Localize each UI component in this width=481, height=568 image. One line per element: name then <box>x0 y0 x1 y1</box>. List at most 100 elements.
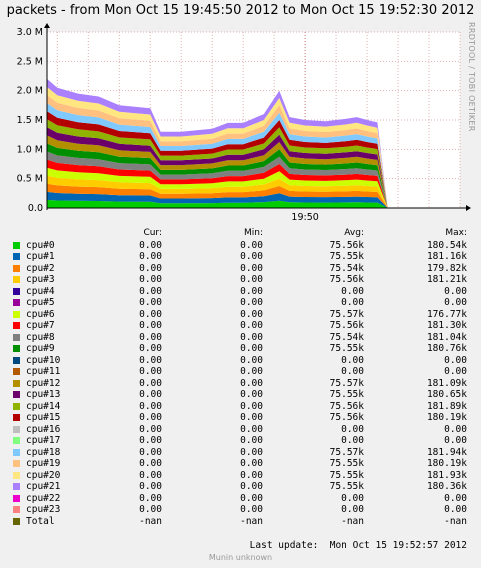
legend-name: cpu#8 <box>26 331 55 343</box>
legend-min: 0.00 <box>240 458 263 469</box>
legend-cur: 0.00 <box>139 423 162 435</box>
legend-min: 0.00 <box>240 423 263 435</box>
legend-max: 0.00 <box>444 354 467 366</box>
legend-min: 0.00 <box>240 285 263 297</box>
legend-min: 0.00 <box>240 297 263 308</box>
legend-row: cpu#13 0.00 0.00 75.55k 180.65k <box>0 389 481 401</box>
legend-row: Total -nan -nan -nan -nan <box>0 516 481 528</box>
legend-swatch <box>13 356 20 364</box>
legend-min: 0.00 <box>240 389 263 400</box>
legend-min: 0.00 <box>240 412 263 423</box>
y-tick-label: 0.0 <box>28 203 43 214</box>
legend-min: 0.00 <box>240 446 263 458</box>
legend-avg: 75.56k <box>329 400 364 412</box>
legend-name: cpu#20 <box>26 469 61 481</box>
legend-max: 180.36k <box>426 481 467 492</box>
legend-max: 181.09k <box>426 377 467 389</box>
legend-max: 0.00 <box>444 492 467 504</box>
legend-swatch <box>13 506 20 513</box>
legend-avg: 75.54k <box>329 262 364 274</box>
legend-max: 180.65k <box>426 389 467 400</box>
legend-max: 181.21k <box>426 274 467 285</box>
series-cpu1 <box>47 191 388 208</box>
legend-swatch <box>13 414 20 421</box>
legend-header: Cur: Min: Avg: Max: <box>0 228 481 240</box>
last-update: Last update: Mon Oct 15 19:52:57 2012 <box>249 540 467 551</box>
legend-name: cpu#22 <box>26 492 61 504</box>
series-cpu3 <box>47 175 388 208</box>
legend-max: 0.00 <box>444 297 467 308</box>
legend-min: 0.00 <box>240 354 263 366</box>
x-axis-arrow <box>466 205 471 211</box>
legend-swatch <box>13 299 20 306</box>
legend-row: cpu#18 0.00 0.00 75.57k 181.94k <box>0 447 481 459</box>
legend-row: cpu#9 0.00 0.00 75.55k 180.76k <box>0 343 481 355</box>
series-cpu15 <box>47 111 388 208</box>
legend-name: cpu#18 <box>26 446 61 458</box>
legend-cur: 0.00 <box>139 308 162 320</box>
legend-avg: 75.57k <box>329 308 364 320</box>
legend-row: cpu#4 0.00 0.00 0.00 0.00 <box>0 286 481 298</box>
y-tick-label: 1.0 M <box>17 144 43 155</box>
legend-min: 0.00 <box>240 251 263 262</box>
legend-cur: 0.00 <box>139 412 162 423</box>
legend-swatch <box>13 276 20 283</box>
legend-cur: 0.00 <box>139 469 162 481</box>
col-max: Max: <box>445 228 467 238</box>
legend-min: 0.00 <box>240 492 263 504</box>
legend-avg: 0.00 <box>341 435 364 446</box>
legend-max: 181.94k <box>426 446 467 458</box>
legend-avg: 75.57k <box>329 377 364 389</box>
legend-name: cpu#19 <box>26 458 61 469</box>
legend-name: cpu#16 <box>26 423 61 435</box>
legend-max: 180.54k <box>426 239 467 251</box>
y-tick-label: 3.0 M <box>17 27 43 38</box>
series-cpu7 <box>47 159 388 208</box>
stacked-area-chart: 0.0 0.5 M 1.0 M 1.5 M 2.0 M 2.5 M 3.0 M 19:50 <box>17 23 471 223</box>
y-axis-arrow <box>44 23 50 28</box>
legend-min: 0.00 <box>240 239 263 251</box>
legend-name: cpu#21 <box>26 481 61 492</box>
legend-min: 0.00 <box>240 262 263 274</box>
legend-cur: 0.00 <box>139 297 162 308</box>
rrdtool-credit: RRDTOOL / TOBI OETIKER <box>467 22 476 132</box>
legend-avg: 75.56k <box>329 274 364 285</box>
legend-avg: 75.56k <box>329 320 364 331</box>
legend-avg: 0.00 <box>341 423 364 435</box>
legend-swatch <box>13 437 20 444</box>
legend-max: 181.93k <box>426 469 467 481</box>
legend-avg: 75.56k <box>329 412 364 423</box>
series-cpu9 <box>47 143 388 208</box>
legend-avg: 75.55k <box>329 343 364 354</box>
legend-avg: 0.00 <box>341 366 364 377</box>
legend-name: cpu#0 <box>26 239 55 251</box>
footer-credit: Munin unknown <box>208 553 273 562</box>
legend-name: cpu#15 <box>26 412 61 423</box>
legend-avg: 75.55k <box>329 251 364 262</box>
legend-cur: 0.00 <box>139 400 162 412</box>
legend-name: cpu#17 <box>26 435 61 446</box>
legend-min: 0.00 <box>240 400 263 412</box>
legend-name: Total <box>26 515 55 527</box>
legend-cur: 0.00 <box>139 251 162 262</box>
legend-max: 0.00 <box>444 366 467 377</box>
legend-min: 0.00 <box>240 343 263 354</box>
legend-swatch <box>13 448 20 456</box>
legend-min: 0.00 <box>240 435 263 446</box>
series-cpu8 <box>47 151 388 208</box>
legend-avg: 0.00 <box>341 297 364 308</box>
y-tick-label: 1.5 M <box>17 115 43 126</box>
legend-row: cpu#15 0.00 0.00 75.56k 180.19k <box>0 412 481 424</box>
legend-swatch <box>13 471 20 479</box>
legend-cur: 0.00 <box>139 285 162 297</box>
legend-swatch <box>13 494 20 502</box>
legend-min: 0.00 <box>240 469 263 481</box>
legend-row: cpu#5 0.00 0.00 0.00 0.00 <box>0 297 481 309</box>
legend-min: 0.00 <box>240 274 263 285</box>
legend-max: 0.00 <box>444 435 467 446</box>
legend-swatch <box>13 241 20 249</box>
legend-name: cpu#7 <box>26 320 55 331</box>
col-avg: Avg: <box>344 228 364 238</box>
legend-name: cpu#9 <box>26 343 55 354</box>
legend-max: 181.04k <box>426 331 467 343</box>
